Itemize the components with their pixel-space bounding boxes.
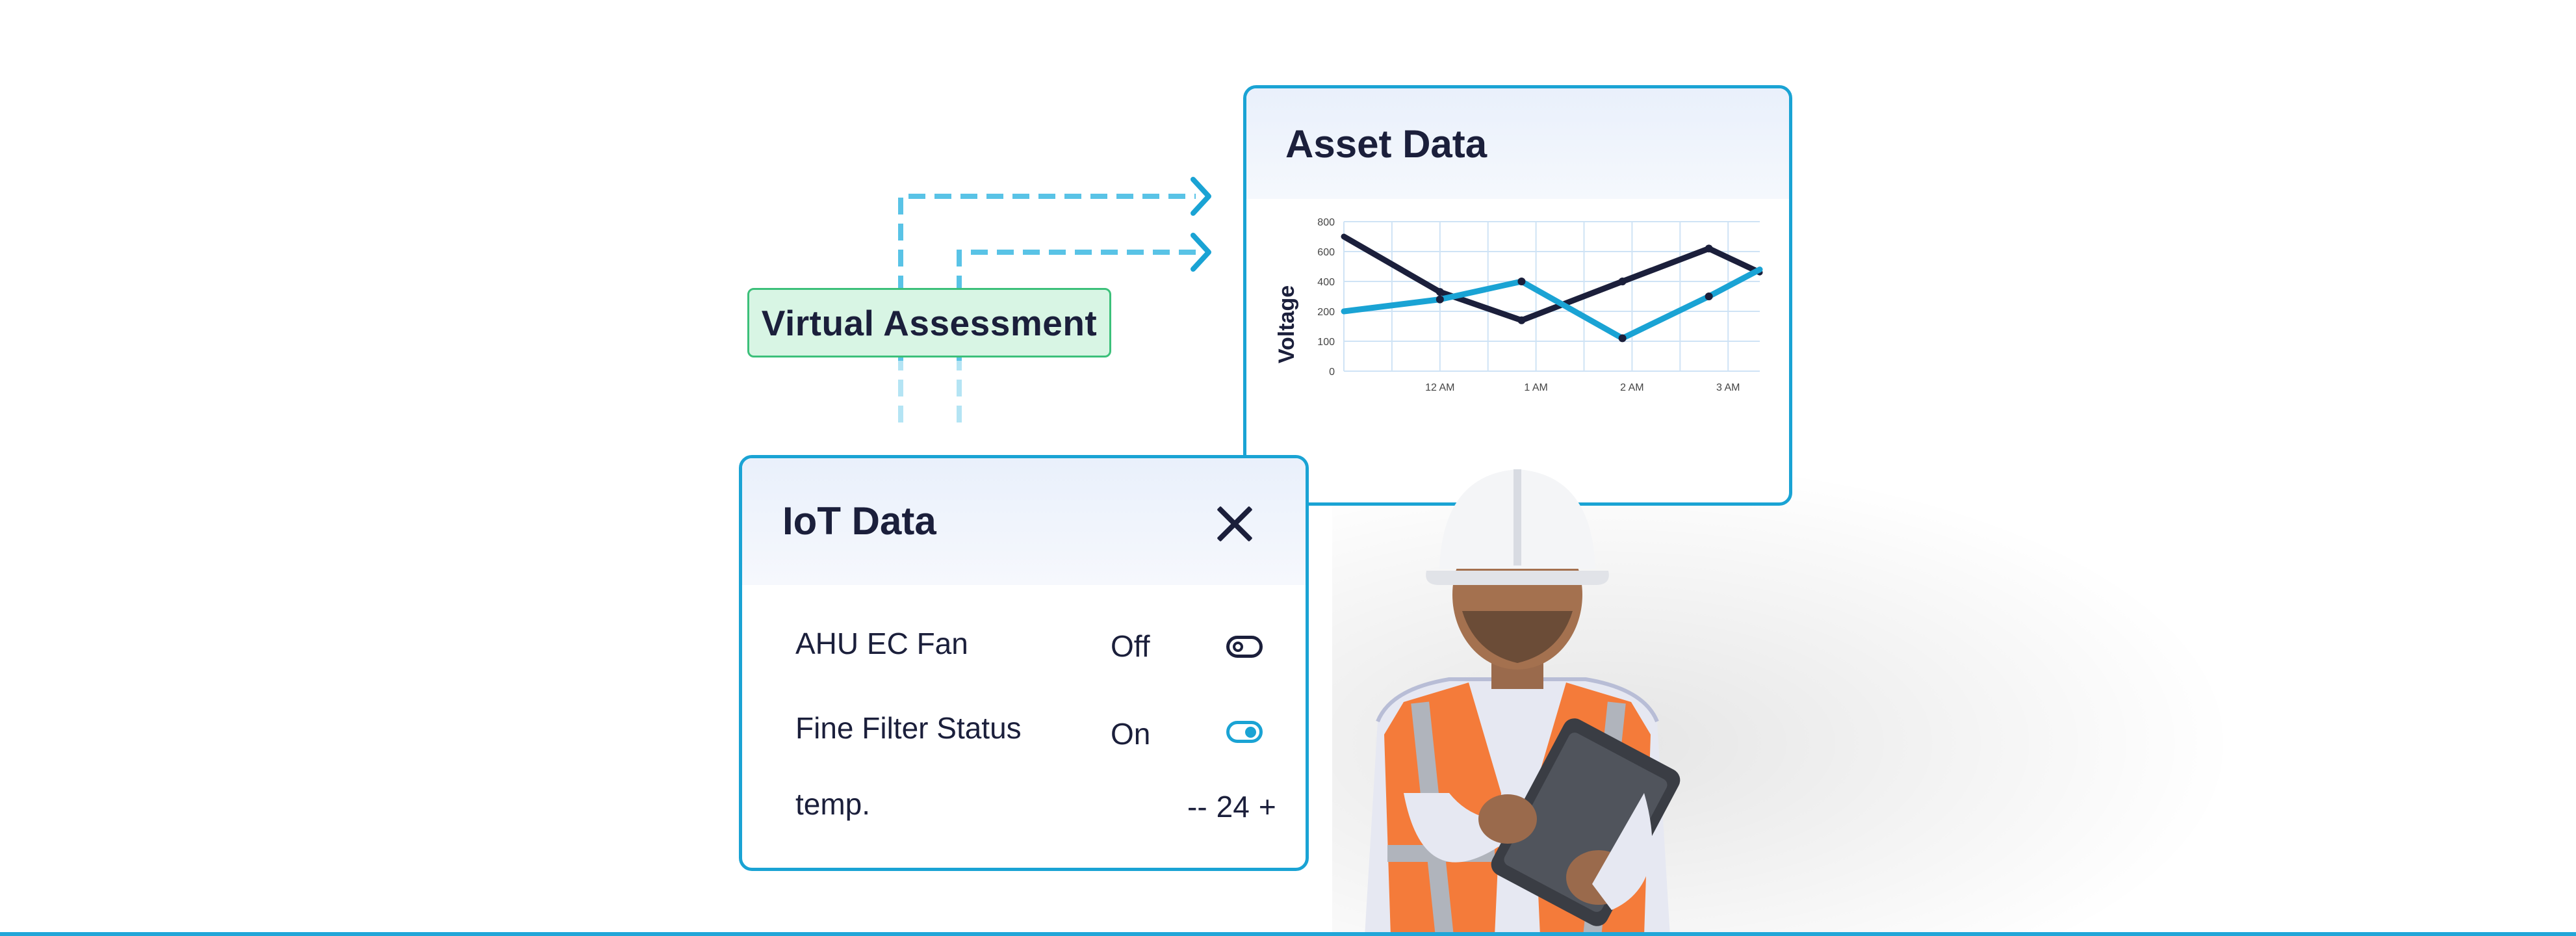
y-tick-label: 200 [1317,307,1335,318]
temp-decrement-button[interactable]: -- [1187,790,1207,824]
temp-increment-button[interactable]: + [1258,790,1276,824]
asset-data-title: Asset Data [1285,122,1488,166]
y-tick-label: 100 [1317,337,1335,348]
temp-stepper[interactable]: -- 24 + [1187,789,1276,824]
row-value-ahu-ec-fan: Off [1111,629,1150,663]
arrow-head-lower [1191,233,1211,272]
series-point-1 [1618,278,1627,285]
x-tick-label: 2 AM [1620,382,1643,393]
series-point-1 [1436,288,1444,296]
connector-line-upper [898,194,1196,422]
y-tick-label: 800 [1317,217,1335,228]
row-label-fine-filter-status: Fine Filter Status [795,711,1022,745]
y-axis-label: Voltage [1274,285,1299,363]
asset-data-header: Asset Data [1246,88,1789,199]
series-line-2 [1341,266,1763,341]
iot-data-header: IoT Data [742,458,1306,585]
voltage-chart: 0 100 200 400 600 800 12 AM 1 AM 2 AM 3 AM Volta… [1274,217,1763,393]
y-tick-label: 600 [1317,247,1335,258]
close-icon[interactable] [1213,502,1256,545]
iot-data-title: IoT Data [782,499,936,543]
series-point-2 [1705,292,1713,300]
x-tick-labels: 12 AM 1 AM 2 AM 3 AM [1425,382,1740,393]
x-tick-label: 3 AM [1716,382,1740,393]
iot-data-card: IoT Data AHU EC Fan Off Fine Filter Stat… [739,455,1309,871]
fine-filter-status-toggle[interactable] [1226,721,1263,743]
row-label-ahu-ec-fan: AHU EC Fan [795,627,968,660]
row-value-fine-filter-status: On [1111,717,1151,751]
ahu-ec-fan-toggle[interactable] [1226,636,1263,658]
virtual-assessment-label: Virtual Assessment [761,302,1098,343]
series-point-1 [1517,316,1526,324]
series-point-1 [1705,244,1713,253]
bottom-accent-line [0,932,2576,936]
y-tick-label: 400 [1317,277,1335,288]
series-point-2 [1517,278,1526,285]
temp-value: 24 [1216,790,1250,824]
y-tick-labels: 0 100 200 400 600 800 [1317,217,1335,378]
chart-series [1341,233,1763,343]
series-point-2 [1436,295,1444,304]
worker-photo [1365,469,1681,936]
arrow-head-upper [1191,177,1211,216]
series-line-1 [1341,233,1763,324]
row-label-temp: temp. [795,787,871,821]
x-tick-label: 1 AM [1524,382,1547,393]
virtual-assessment-badge: Virtual Assessment [747,288,1111,358]
series-point-2 [1618,334,1627,343]
y-tick-label: 0 [1329,367,1335,378]
chart-grid [1343,221,1760,372]
x-tick-label: 12 AM [1425,382,1454,393]
